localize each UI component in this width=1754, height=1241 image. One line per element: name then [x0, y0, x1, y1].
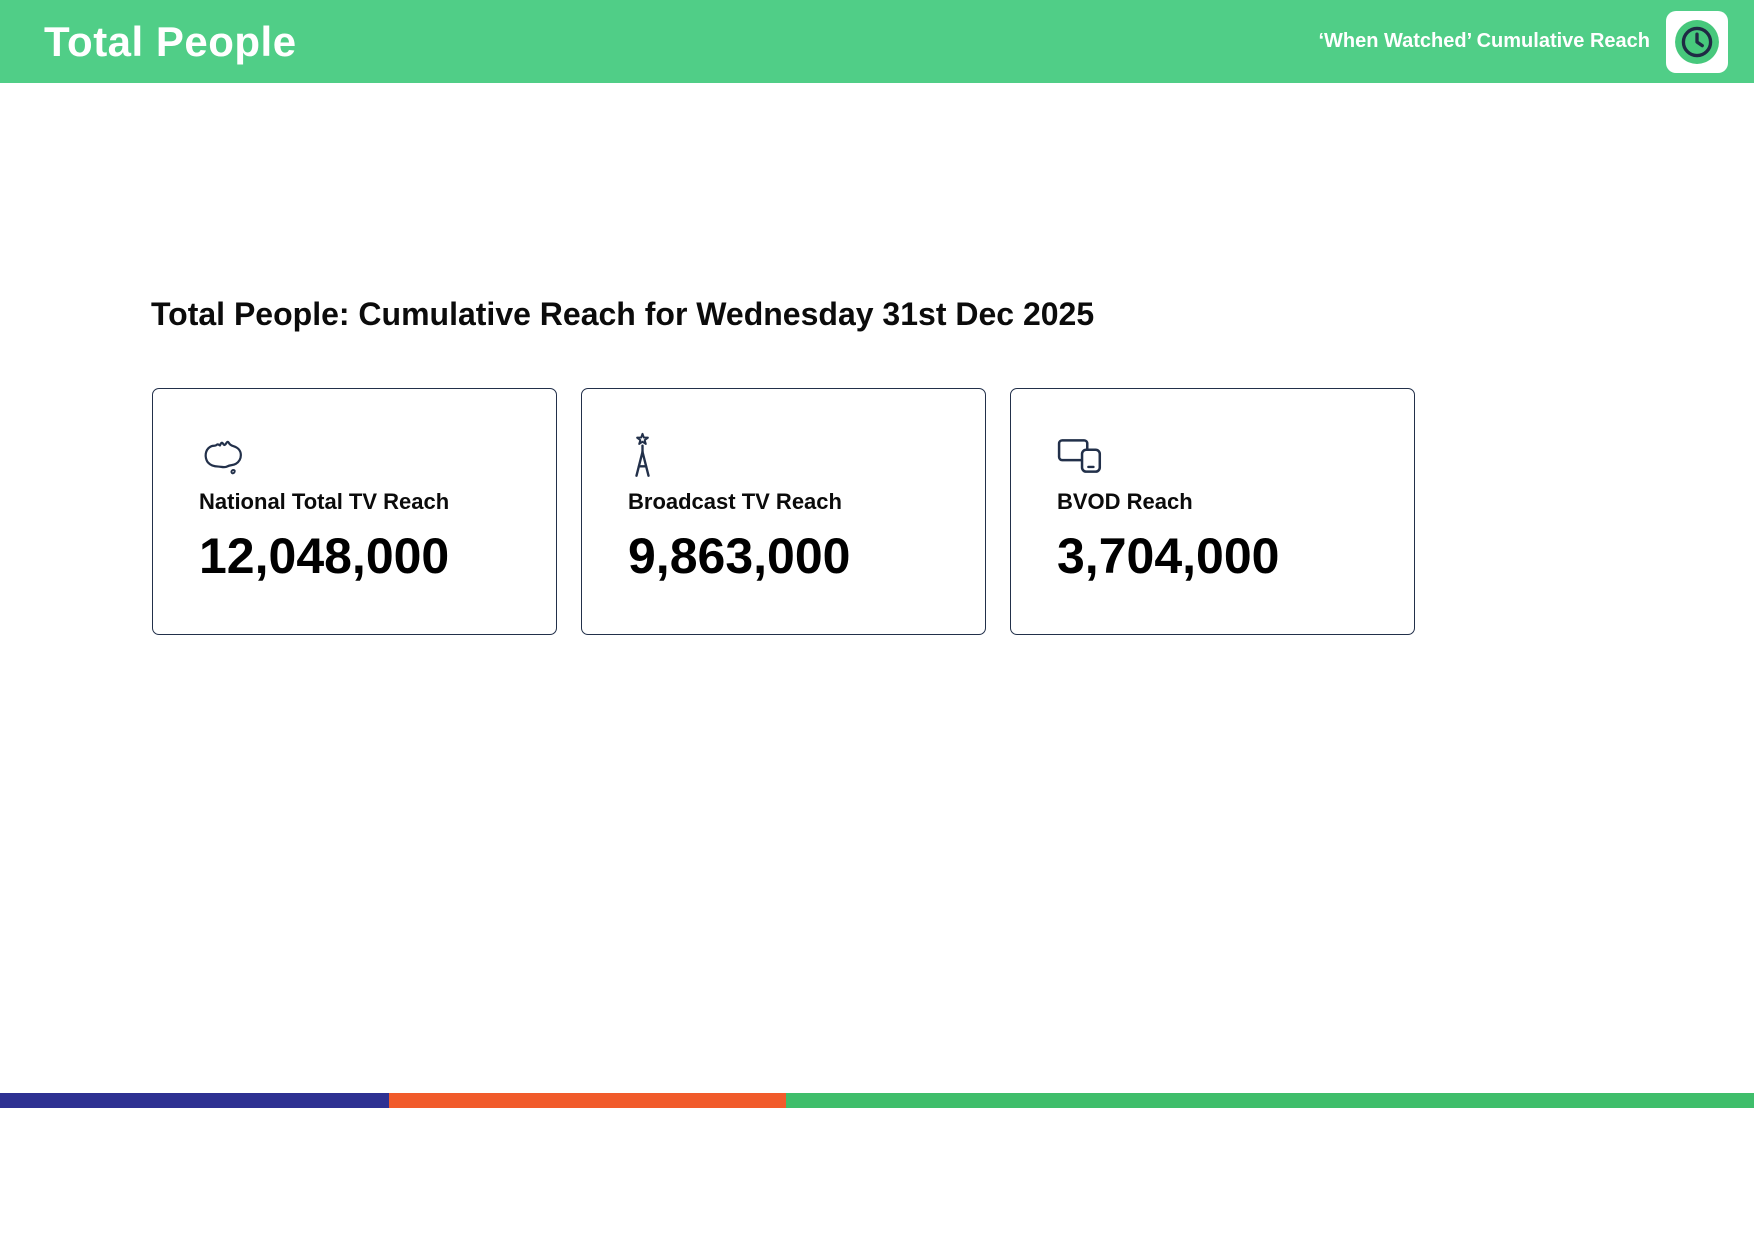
kpi-card-bvod: BVOD Reach 3,704,000	[1010, 388, 1415, 635]
kpi-card-label: National Total TV Reach	[199, 489, 450, 514]
footer-segment-navy	[0, 1093, 390, 1108]
kpi-card-label: BVOD Reach	[1057, 489, 1193, 514]
australia-map-icon	[199, 431, 510, 481]
kpi-card-row: National Total TV Reach 12,048,000 Broad…	[152, 388, 1415, 635]
kpi-card-label: Broadcast TV Reach	[628, 489, 842, 514]
footer-segment-orange	[389, 1093, 786, 1108]
page-header: Total People ‘When Watched’ Cumulative R…	[0, 0, 1754, 83]
clock-badge	[1666, 10, 1728, 73]
kpi-card-value: 9,863,000	[628, 528, 851, 584]
main-heading: Total People: Cumulative Reach for Wedne…	[151, 296, 1095, 332]
tv-devices-icon	[1057, 431, 1368, 481]
kpi-card-value: 12,048,000	[199, 528, 450, 584]
page-title: Total People	[44, 17, 297, 65]
footer-color-bar	[0, 1093, 1754, 1108]
clock-icon	[1674, 19, 1720, 65]
kpi-card-national-total-tv: National Total TV Reach 12,048,000	[152, 388, 557, 635]
header-right-group: ‘When Watched’ Cumulative Reach	[1318, 10, 1728, 73]
kpi-card-value: 3,704,000	[1057, 528, 1280, 584]
kpi-card-broadcast-tv: Broadcast TV Reach 9,863,000	[581, 388, 986, 635]
header-subtitle: ‘When Watched’ Cumulative Reach	[1318, 30, 1650, 52]
broadcast-tower-icon	[628, 431, 939, 481]
footer-segment-green	[785, 1093, 1754, 1108]
